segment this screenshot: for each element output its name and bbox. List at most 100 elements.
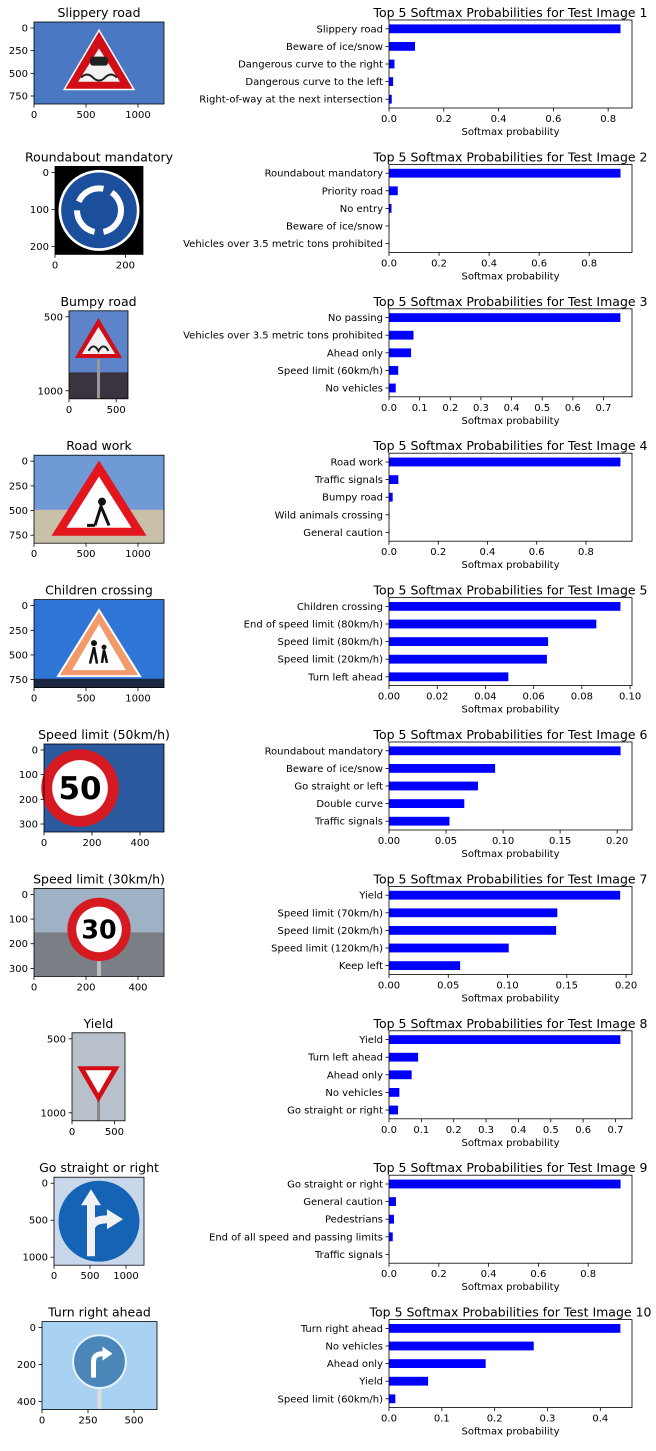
chart-title: Top 5 Softmax Probabilities for Test Ima… (372, 294, 647, 309)
image-xtick-label: 0 (31, 549, 37, 560)
image-xtick-label: 0 (66, 405, 72, 416)
probability-bar (389, 1342, 534, 1351)
xtick-label: 0.0 (381, 258, 397, 269)
image-ytick-label: 500 (9, 506, 28, 517)
xtick-label: 0.05 (437, 980, 459, 991)
probability-bar (389, 384, 396, 393)
xtick-label: 0.1 (434, 1414, 450, 1425)
probability-bar (389, 493, 393, 502)
softmax-bar-chart: Top 5 Softmax Probabilities for Test Ima… (271, 871, 647, 1004)
probability-bar (389, 782, 478, 791)
softmax-bar-chart: Top 5 Softmax Probabilities for Test Ima… (183, 294, 647, 427)
xtick-label: 0.4 (481, 1269, 497, 1280)
xtick-label: 0.00 (378, 836, 400, 847)
probability-bar (389, 891, 620, 900)
xtick-label: 0.2 (431, 1269, 447, 1280)
image-xtick-label: 1000 (125, 694, 150, 705)
image-xtick-label: 500 (76, 694, 95, 705)
class-label: Speed limit (20km/h) (278, 926, 384, 937)
class-label: No vehicles (325, 1088, 383, 1099)
class-label: Beware of ice/snow (286, 222, 383, 233)
probability-bar (389, 746, 621, 755)
probability-bar (389, 817, 449, 826)
softmax-bar-chart: Top 5 Softmax Probabilities for Test Ima… (199, 5, 647, 138)
class-label: Go straight or right (287, 1180, 383, 1191)
class-label: Double curve (316, 799, 383, 810)
xtick-label: 0.5 (534, 403, 550, 414)
xtick-label: 0.6 (575, 1125, 591, 1136)
probability-bar (389, 169, 620, 178)
softmax-bar-chart: Top 5 Softmax Probabilities for Test Ima… (265, 727, 648, 860)
roundabout-sign-icon (55, 166, 143, 254)
class-label: Traffic signals (314, 475, 383, 486)
class-label: Beware of ice/snow (286, 764, 383, 775)
xtick-label: 0.2 (436, 114, 452, 125)
class-label: No passing (328, 313, 383, 324)
xtick-label: 0.00 (378, 980, 400, 991)
softmax-bar-chart: Top 5 Softmax Probabilities for Test Ima… (278, 1305, 652, 1438)
probability-bar (389, 961, 460, 970)
image-ytick-label: 0 (32, 746, 38, 757)
image-xtick-label: 500 (105, 1127, 124, 1138)
class-label: Go straight or right (287, 1106, 383, 1117)
class-label: Speed limit (120km/h) (271, 944, 383, 955)
image-ytick-label: 0 (22, 890, 28, 901)
softmax-bar-chart: Top 5 Softmax Probabilities for Test Ima… (244, 583, 648, 716)
xtick-label: 0.3 (540, 1414, 556, 1425)
xtick-label: 0.3 (473, 403, 489, 414)
probability-bar (389, 366, 398, 375)
image-ytick-label: 250 (9, 626, 28, 637)
xtick-label: 0.6 (545, 114, 561, 125)
class-label: Speed limit (60km/h) (278, 1394, 384, 1405)
image-ytick-label: 200 (19, 795, 38, 806)
xtick-label: 0.6 (565, 403, 581, 414)
xtick-label: 0.05 (435, 836, 457, 847)
probability-bar (389, 1394, 395, 1403)
class-label: Turn left ahead (307, 1053, 383, 1064)
xtick-label: 0.2 (442, 403, 458, 414)
class-label: Ahead only (327, 348, 383, 359)
chart-title: Top 5 Softmax Probabilities for Test Ima… (372, 149, 647, 164)
probability-bar (389, 313, 620, 322)
xtick-label: 0.0 (381, 547, 397, 558)
image-xtick-label: 400 (128, 982, 147, 993)
class-label: Slippery road (317, 24, 383, 35)
xtick-label: 0.6 (530, 1269, 546, 1280)
xtick-label: 0.8 (600, 114, 616, 125)
xtick-label: 0.2 (446, 1125, 462, 1136)
chart-title: Top 5 Softmax Probabilities for Test Ima… (372, 583, 647, 598)
x-axis-label: Softmax probability (461, 416, 559, 427)
xtick-label: 0.8 (581, 258, 597, 269)
x-axis-label: Softmax probability (461, 1427, 559, 1438)
image-ytick-label: 250 (9, 481, 28, 492)
class-label: Bumpy road (322, 493, 383, 504)
image-ytick-label: 1000 (38, 386, 63, 397)
image-xtick-label: 200 (76, 982, 95, 993)
class-label: No entry (340, 204, 383, 215)
image-ytick-label: 500 (44, 312, 63, 323)
image-xtick-label: 500 (76, 549, 95, 560)
probability-bar (389, 42, 415, 51)
image-title: Children crossing (45, 583, 153, 598)
class-label: Turn right ahead (300, 1324, 383, 1335)
image-xtick-label: 0 (52, 260, 58, 271)
image-ytick-label: 1000 (23, 1253, 48, 1264)
probability-bar (389, 1232, 393, 1241)
xtick-label: 0.10 (496, 980, 518, 991)
image-ytick-label: 250 (9, 46, 28, 57)
probability-bar (389, 602, 620, 611)
image-ytick-label: 100 (9, 915, 28, 926)
sign-number: 30 (81, 914, 116, 944)
image-ytick-label: 400 (17, 1397, 36, 1408)
softmax-bar-chart: Top 5 Softmax Probabilities for Test Ima… (275, 438, 648, 571)
class-label: General caution (303, 528, 383, 539)
image-ytick-label: 200 (9, 939, 28, 950)
image-ytick-label: 0 (30, 1323, 36, 1334)
image-xtick-label: 0 (31, 982, 37, 993)
image-xtick-label: 0 (39, 1416, 45, 1427)
